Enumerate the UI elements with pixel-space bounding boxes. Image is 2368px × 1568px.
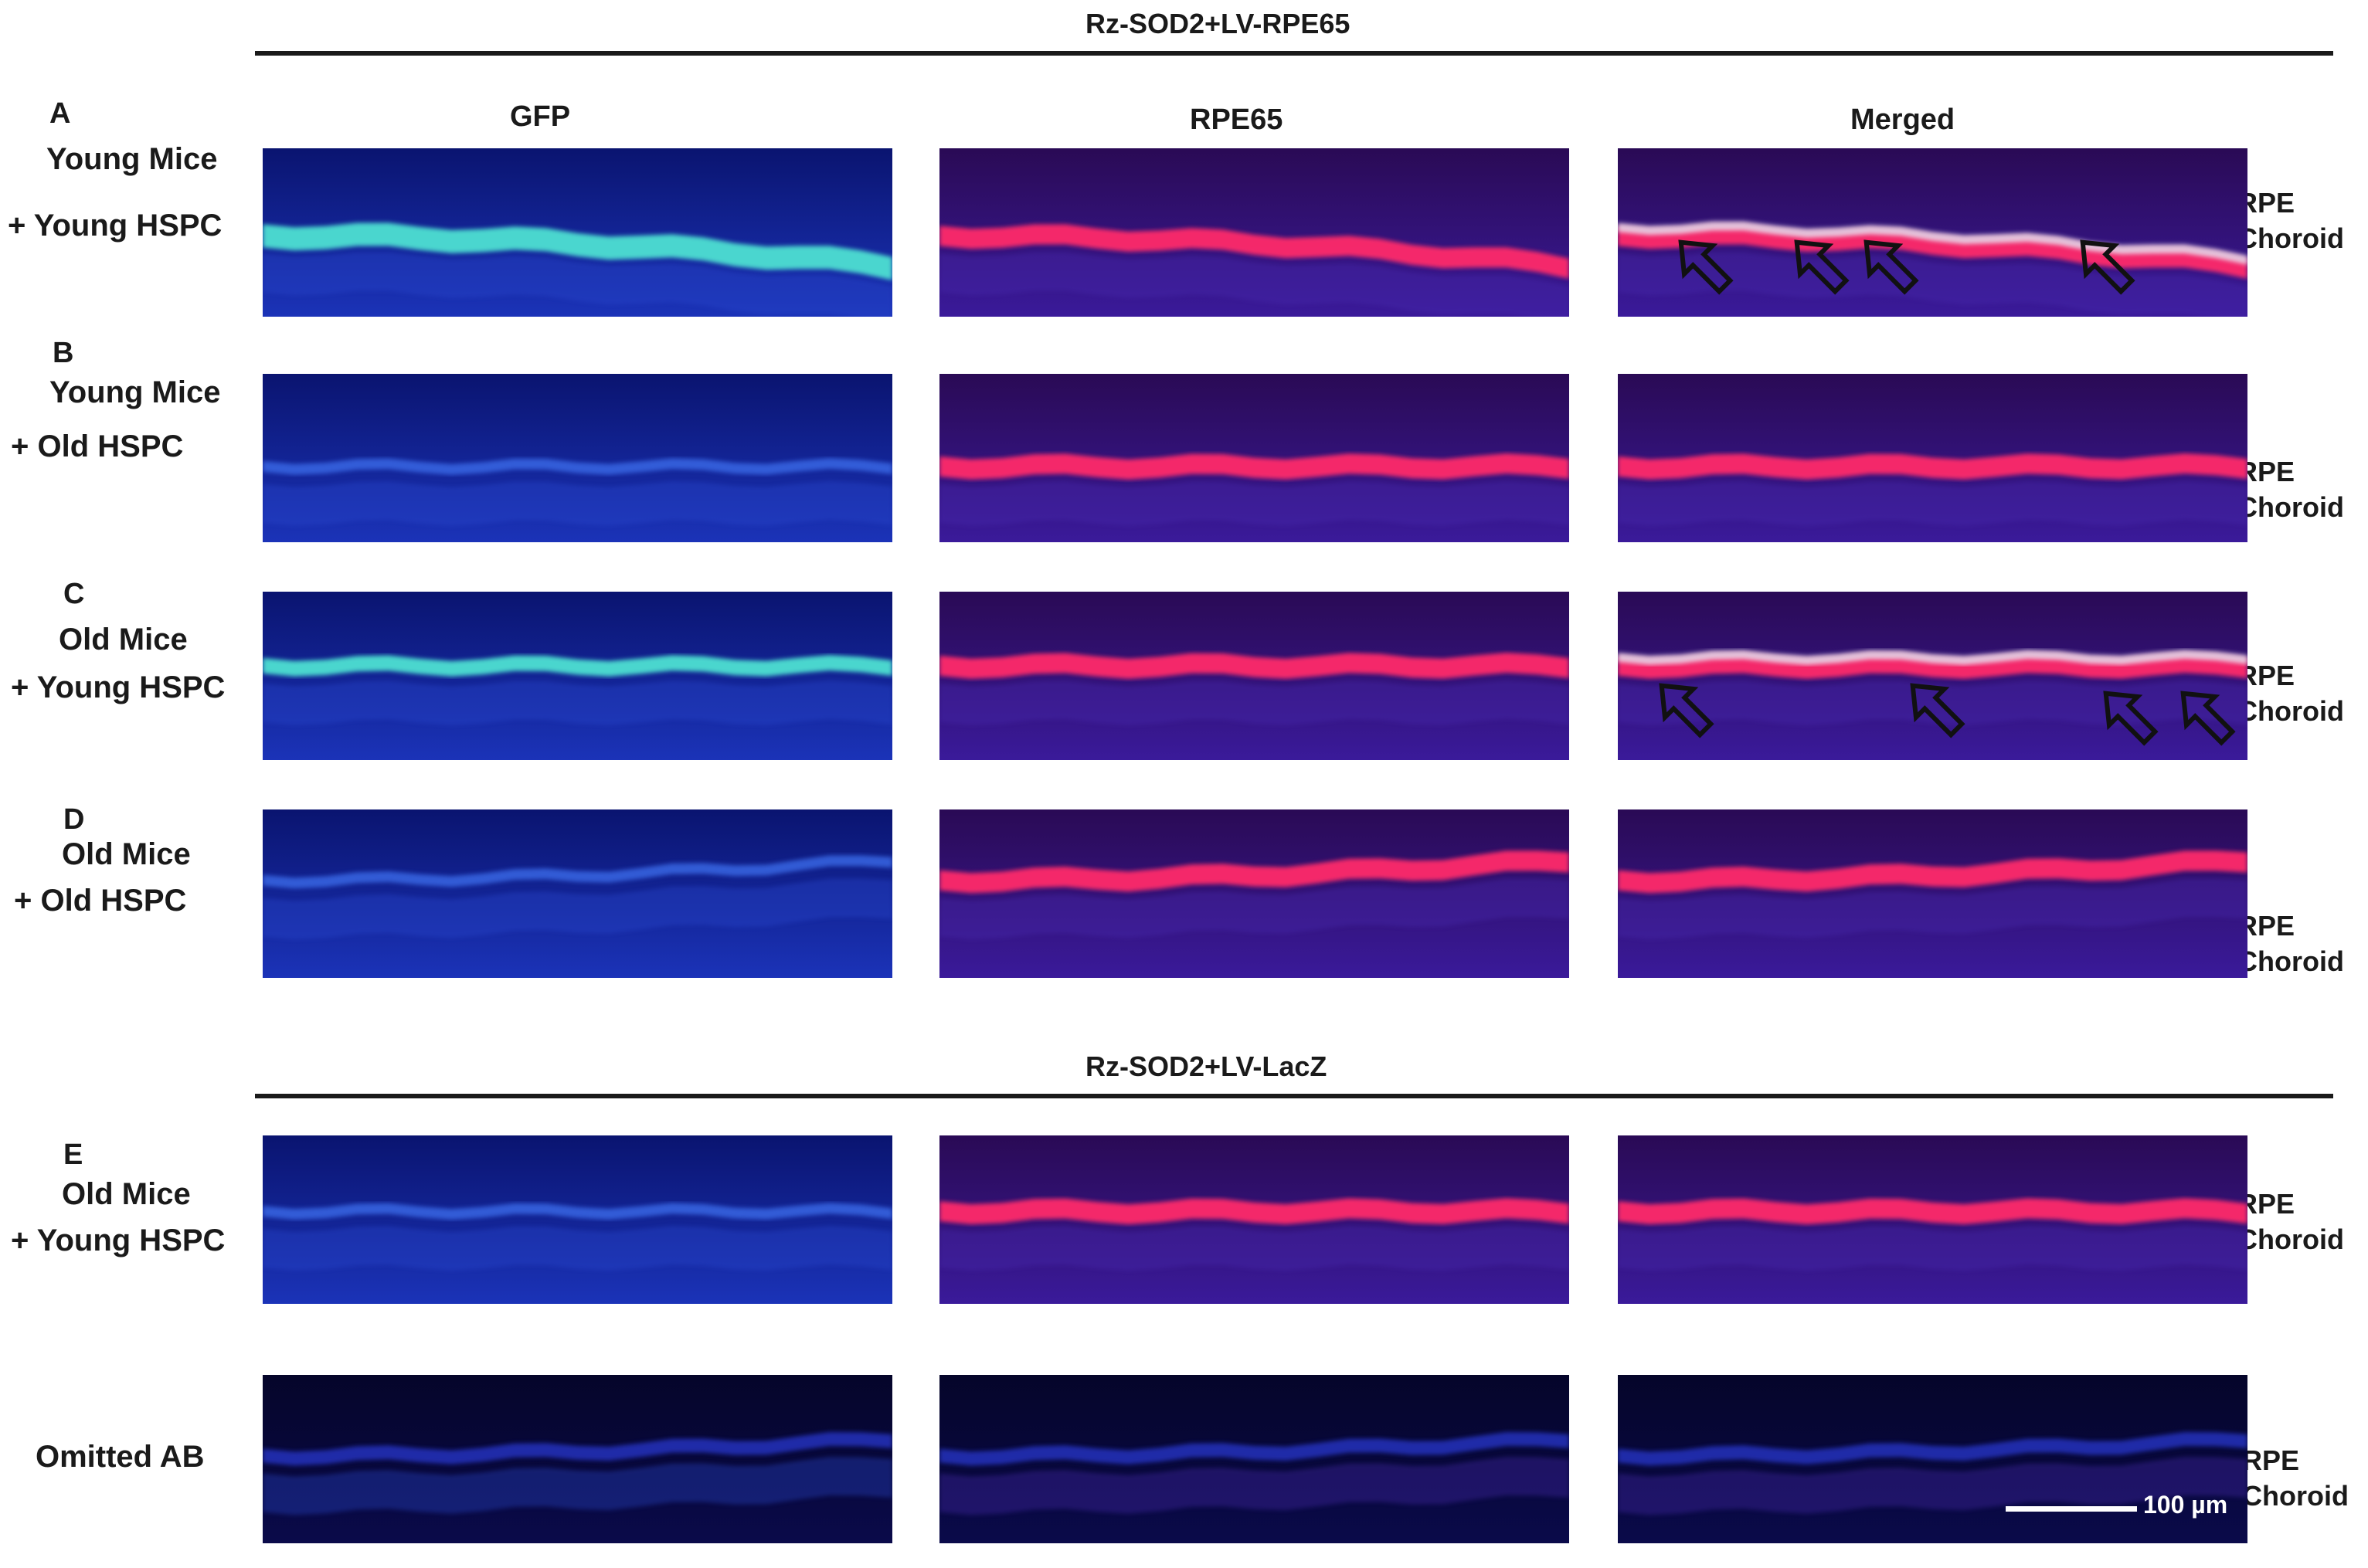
arrow-icon (1678, 239, 1734, 295)
row-e-letter: E (63, 1139, 83, 1171)
micrograph-a-merged (1618, 148, 2247, 317)
scale-bar-line (2006, 1506, 2137, 1512)
micrograph-f-rpe65 (939, 1375, 1569, 1543)
micrograph-b-merged (1618, 374, 2247, 542)
row-b-line1: Young Mice (49, 375, 221, 409)
arrow-icon (2180, 691, 2236, 746)
row-c-letter: C (63, 578, 85, 610)
arrow-icon (1910, 683, 1965, 738)
micrograph-b-rpe65 (939, 374, 1569, 542)
micrograph-f-merged (1618, 1375, 2247, 1543)
row-d-line1: Old Mice (62, 837, 191, 871)
micrograph-d-gfp (263, 809, 892, 978)
row-c-side-labels: RPE Choroid (2237, 660, 2344, 727)
micrograph-c-gfp (263, 592, 892, 760)
row-d-side-labels: RPE Choroid (2237, 910, 2344, 977)
micrograph-c-rpe65 (939, 592, 1569, 760)
row-d-letter: D (63, 803, 85, 836)
section-rule-lacz (255, 1094, 2333, 1098)
row-e-line1: Old Mice (62, 1177, 191, 1211)
row-a-line1: Young Mice (46, 142, 218, 176)
arrow-icon (1794, 239, 1850, 295)
micrograph-e-rpe65 (939, 1135, 1569, 1304)
micrograph-e-merged (1618, 1135, 2247, 1304)
micrograph-b-gfp (263, 374, 892, 542)
arrow-icon (1659, 683, 1714, 738)
row-c-line1: Old Mice (59, 623, 188, 657)
arrow-icon (1863, 239, 1919, 295)
row-c-line2: + Young HSPC (11, 670, 226, 704)
arrow-icon (2080, 239, 2135, 295)
section-rule-rpe65 (255, 51, 2333, 56)
micrograph-d-merged (1618, 809, 2247, 978)
row-e-side-labels: RPE Choroid (2237, 1188, 2344, 1255)
micrograph-d-rpe65 (939, 809, 1569, 978)
scale-bar-label: 100 µm (2143, 1491, 2228, 1519)
row-b-line2: + Old HSPC (11, 429, 184, 463)
micrograph-f-gfp (263, 1375, 892, 1543)
micrograph-a-rpe65 (939, 148, 1569, 317)
section-title-rpe65: Rz-SOD2+LV-RPE65 (1085, 8, 1350, 39)
column-header-merged: Merged (1850, 104, 1955, 136)
row-a-letter: A (49, 97, 71, 130)
row-f-line1: Omitted AB (36, 1440, 205, 1474)
micrograph-a-gfp (263, 148, 892, 317)
micrograph-c-merged (1618, 592, 2247, 760)
arrow-icon (2103, 691, 2159, 746)
row-a-side-labels: RPE Choroid (2237, 187, 2344, 254)
section-title-lacz: Rz-SOD2+LV-LacZ (1085, 1050, 1327, 1082)
column-header-rpe65: RPE65 (1190, 104, 1283, 136)
micrograph-e-gfp (263, 1135, 892, 1304)
row-d-line2: + Old HSPC (14, 884, 187, 918)
row-f-side-labels: RPE Choroid (2242, 1444, 2349, 1512)
row-b-side-labels: RPE Choroid (2237, 456, 2344, 523)
row-e-line2: + Young HSPC (11, 1224, 226, 1257)
row-b-letter: B (53, 337, 74, 369)
column-header-gfp: GFP (510, 100, 571, 133)
row-a-line2: + Young HSPC (8, 209, 223, 243)
